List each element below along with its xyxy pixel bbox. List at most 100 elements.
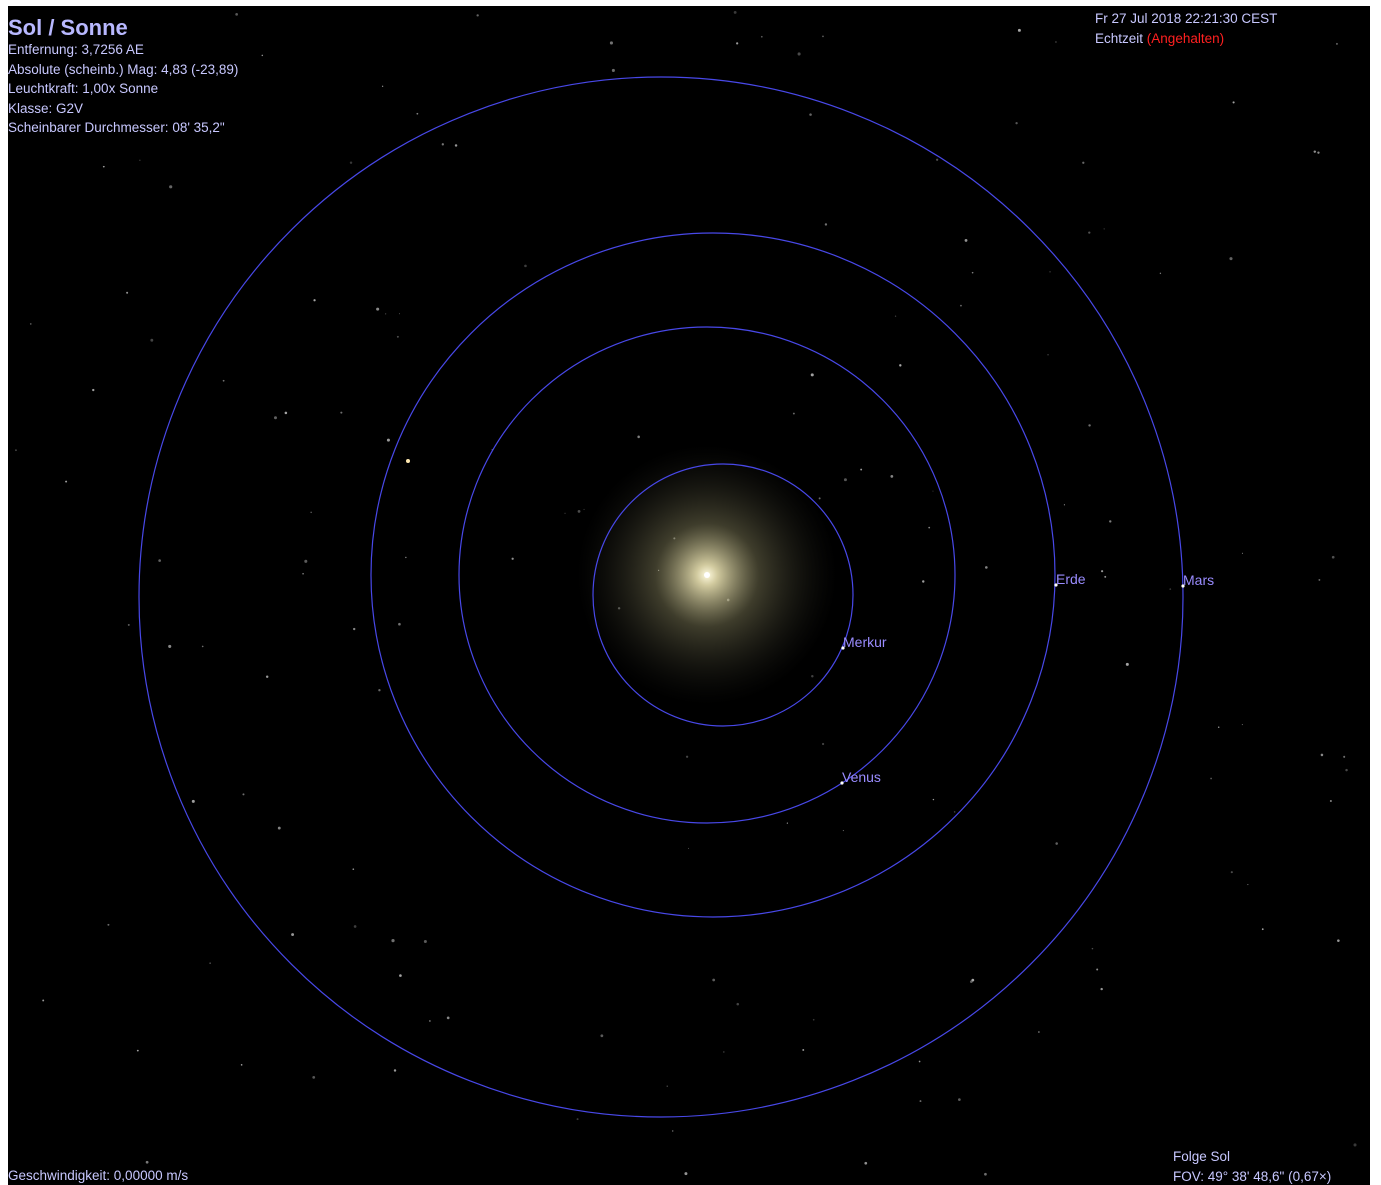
planet-label: Mars — [1183, 572, 1214, 588]
star — [936, 159, 938, 161]
star — [416, 113, 418, 115]
star — [922, 580, 924, 582]
star — [1109, 520, 1111, 522]
star — [864, 1162, 867, 1165]
star — [202, 646, 204, 648]
star — [312, 1076, 315, 1079]
star — [274, 416, 277, 419]
star — [843, 830, 844, 831]
star — [1088, 424, 1090, 426]
star — [811, 675, 813, 677]
star — [150, 339, 153, 342]
star — [890, 475, 893, 478]
star — [1343, 756, 1345, 758]
info-line: Klasse: G2V — [8, 99, 238, 119]
info-panel: Sol / Sonne Entfernung: 3,7256 AEAbsolut… — [8, 16, 238, 138]
star — [1247, 884, 1248, 885]
time-mode: Echtzeit (Angehalten) — [1095, 29, 1277, 49]
star — [667, 1086, 668, 1087]
planet-label: Merkur — [843, 634, 887, 650]
star — [406, 459, 410, 463]
star — [1096, 968, 1098, 970]
star — [397, 336, 399, 338]
star — [447, 1017, 450, 1020]
star — [1049, 271, 1050, 272]
info-line: Absolute (scheinb.) Mag: 4,83 (-23,89) — [8, 60, 238, 80]
star — [382, 86, 383, 87]
star — [712, 979, 715, 982]
star — [1330, 800, 1332, 802]
star — [612, 69, 615, 72]
star — [920, 1100, 922, 1102]
star — [1047, 354, 1048, 355]
star — [1018, 29, 1021, 32]
star — [1229, 257, 1232, 260]
star — [1345, 769, 1347, 771]
star — [291, 933, 294, 936]
star — [524, 265, 527, 268]
star — [1015, 122, 1017, 124]
star — [455, 144, 457, 146]
star — [954, 811, 956, 813]
star — [686, 756, 688, 758]
star — [600, 1034, 603, 1037]
star — [30, 323, 32, 325]
star — [787, 822, 788, 823]
speed: Geschwindigkeit: 0,00000 m/s — [8, 1166, 188, 1185]
star — [353, 628, 355, 630]
star — [378, 689, 380, 691]
star — [895, 316, 896, 317]
star — [103, 166, 105, 168]
star — [932, 491, 933, 492]
star — [262, 55, 264, 57]
star — [429, 1020, 431, 1022]
star — [405, 557, 406, 558]
star — [578, 510, 581, 513]
sun[interactable] — [704, 572, 710, 578]
star — [985, 566, 988, 569]
star — [1169, 588, 1171, 590]
star — [1318, 579, 1320, 581]
star — [610, 41, 613, 44]
star — [1104, 228, 1105, 229]
star — [798, 52, 801, 55]
star — [577, 1118, 579, 1120]
star — [313, 299, 315, 301]
star — [1082, 162, 1084, 164]
star — [394, 1069, 396, 1071]
star — [385, 313, 386, 314]
star — [1233, 101, 1235, 103]
star — [399, 974, 402, 977]
star — [1337, 939, 1340, 942]
star — [398, 623, 401, 626]
star — [352, 868, 354, 870]
star — [1353, 1143, 1356, 1146]
star — [1055, 842, 1058, 845]
star — [802, 1049, 804, 1051]
star — [387, 439, 390, 442]
datetime: Fr 27 Jul 2018 22:21:30 CEST — [1095, 9, 1277, 29]
star — [761, 36, 763, 38]
star — [822, 743, 824, 745]
star — [684, 1172, 687, 1175]
star — [1314, 150, 1316, 152]
star — [736, 1003, 739, 1006]
star — [285, 412, 288, 415]
star — [1104, 576, 1106, 578]
star — [1218, 726, 1219, 727]
star — [1088, 231, 1090, 233]
star — [958, 1098, 961, 1101]
star — [92, 389, 94, 391]
star — [933, 799, 934, 800]
star — [970, 980, 973, 983]
info-line: Leuchtkraft: 1,00x Sonne — [8, 79, 238, 99]
star — [734, 11, 737, 14]
star — [688, 848, 689, 849]
star — [424, 940, 427, 943]
page: {"info": {"title": "Sol / Sonne", "lines… — [0, 0, 1381, 1185]
star — [960, 305, 962, 307]
star — [1092, 948, 1094, 950]
